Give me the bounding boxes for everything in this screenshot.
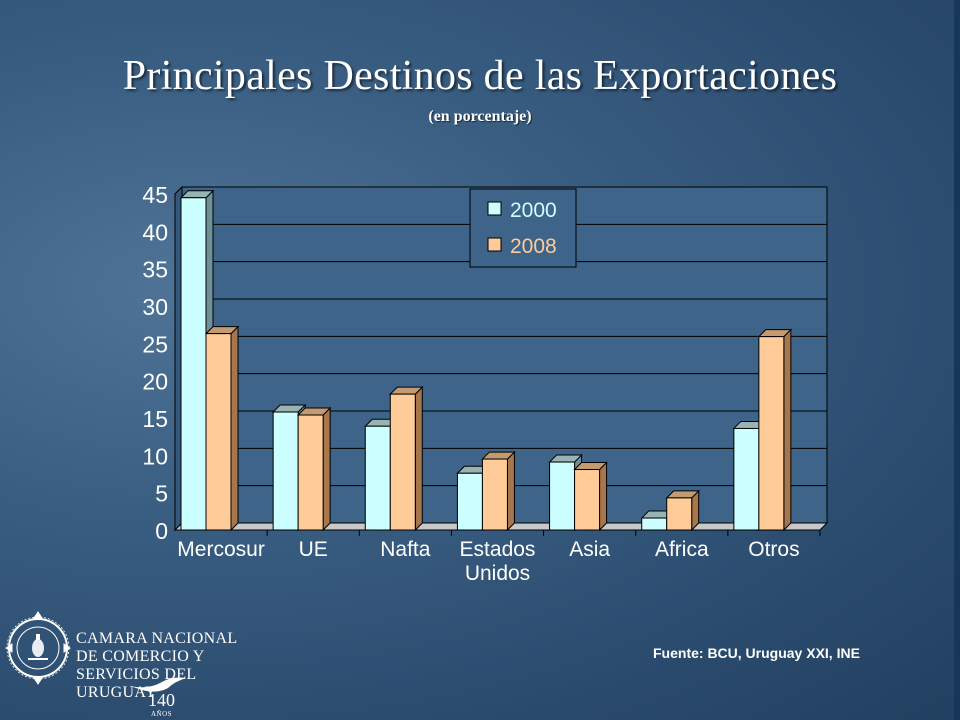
bar-2008-5 [665,489,700,532]
bars [179,189,793,532]
org-name-line-3: SERVICIOS DEL [76,666,197,683]
slide-title: Principales Destinos de las Exportacione… [122,53,838,99]
legend-swatch-2008 [487,237,502,252]
bar-2008-3 [481,450,516,532]
y-tick-label: 30 [142,294,168,320]
x-tick-label: Asia [569,538,610,561]
slide-subtitle: (en porcentaje) [428,108,532,125]
x-tick-label: Otros [748,538,799,561]
x-tick-label: UE [299,538,328,561]
bar-2008-0 [204,325,240,532]
x-tick-label: Nafta [380,538,431,561]
x-tick-label: Mercosur [177,538,265,561]
org-name-line-2: DE COMERCIO Y [76,648,205,665]
bird-emblem-icon [130,677,186,692]
x-tick-label: Africa [655,538,709,561]
anniversary-label: AÑOS [151,710,173,718]
legend-label-2000: 2000 [510,199,557,222]
y-tick-label: 10 [142,443,168,469]
bar-2008-4 [573,461,608,532]
legend: 2000 2008 [469,188,577,268]
y-tick-label: 40 [142,219,168,245]
legend-swatch-2000 [487,201,502,216]
source-note: Fuente: BCU, Uruguay XXI, INE [653,645,860,661]
axes: 0 5 10 15 20 25 30 35 40 45 Mercosur UE Nafta Estados… [142,182,821,585]
y-tick-label: 5 [155,481,168,507]
anniversary-number: 140 [148,690,175,710]
right-edge-band [954,0,960,720]
chamber-seal-icon [5,611,71,685]
y-tick-label: 45 [142,182,168,208]
org-name-line-4: URUGUAY [76,684,157,701]
y-tick-label: 20 [142,369,168,395]
org-name-line-1: CAMARA NACIONAL [76,630,238,647]
bar-2008-1 [296,406,332,532]
legend-label-2008: 2008 [510,235,557,258]
y-tick-label: 15 [142,406,168,432]
y-tick-label: 35 [142,257,168,283]
x-tick-label: Estados Unidos [460,538,536,585]
y-tick-label: 0 [155,518,168,544]
bar-2008-2 [389,385,424,532]
y-tick-label: 25 [142,331,168,357]
bar-2008-6 [757,328,793,532]
